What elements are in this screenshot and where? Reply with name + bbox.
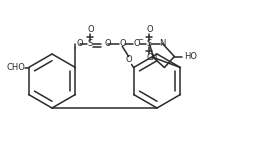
Text: −: − [137,38,143,44]
Text: CHO: CHO [6,63,25,72]
Text: HO: HO [184,52,197,61]
Text: O: O [119,39,126,48]
Text: S: S [88,39,93,48]
Text: O: O [146,25,153,34]
Text: O: O [146,53,153,62]
Text: O: O [125,55,132,64]
Text: O: O [87,25,94,34]
Text: O: O [104,39,111,48]
Text: N: N [159,39,165,48]
Text: O: O [76,39,83,48]
Text: N: N [150,53,157,62]
Text: O: O [133,39,140,48]
Text: S: S [147,39,152,48]
